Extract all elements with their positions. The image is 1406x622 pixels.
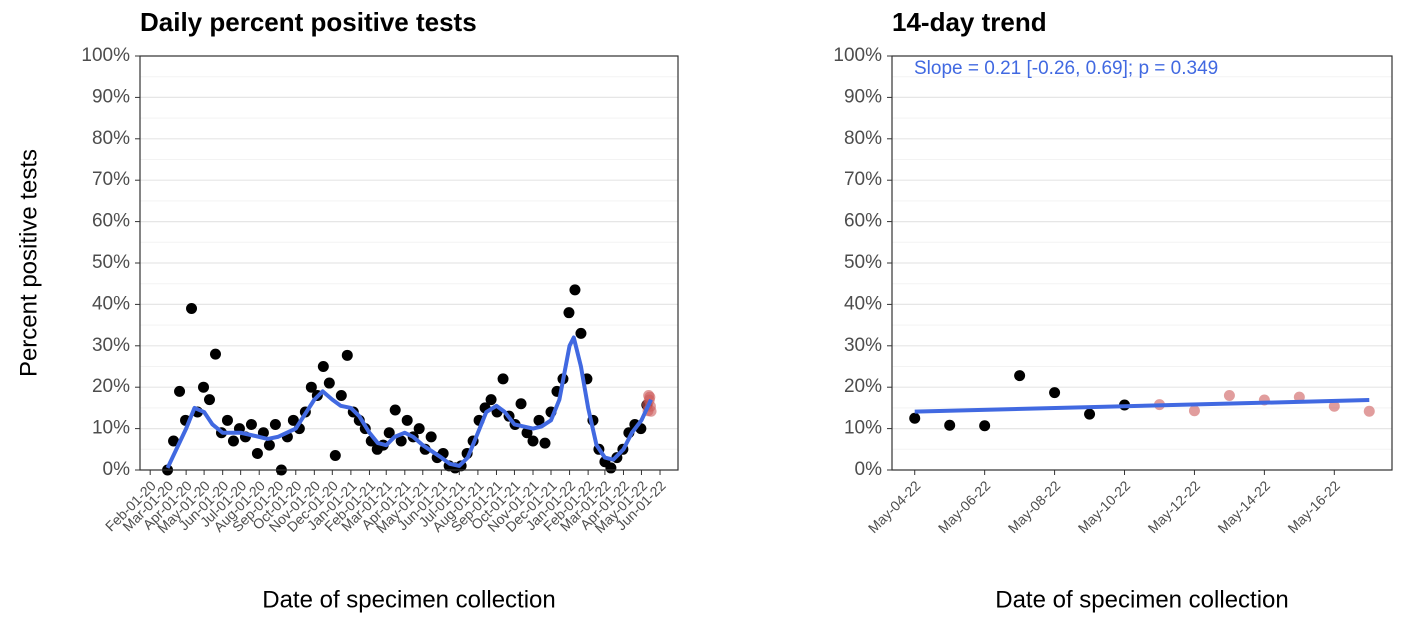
- point: [533, 414, 545, 426]
- point: [575, 327, 587, 339]
- point: [287, 414, 299, 426]
- point: [341, 349, 353, 361]
- point: [563, 307, 575, 319]
- trend-line: [914, 398, 1370, 414]
- y-tick-label: 60%: [92, 211, 130, 232]
- y-tick-label: 40%: [92, 293, 130, 314]
- panel-border: [891, 55, 1393, 471]
- y-tick-label: 50%: [92, 252, 130, 273]
- point: [485, 394, 497, 406]
- annotation: Slope = 0.21 [-0.26, 0.69]; p = 0.349: [914, 58, 1218, 79]
- y-tick-label: 100%: [81, 45, 130, 66]
- point: [569, 284, 581, 296]
- point: [263, 439, 275, 451]
- point: [305, 381, 317, 393]
- y-tick-label: 30%: [92, 335, 130, 356]
- point: [515, 398, 527, 410]
- y-tick-label: 20%: [844, 376, 882, 397]
- point: [395, 435, 407, 447]
- y-tick-label: 20%: [92, 376, 130, 397]
- y-tick-label: 10%: [92, 418, 130, 439]
- point: [221, 414, 233, 426]
- y-tick-label: 70%: [92, 169, 130, 190]
- y-tick-label: 90%: [844, 86, 882, 107]
- point: [317, 361, 329, 372]
- point: [1223, 389, 1235, 401]
- y-tick-label: 0%: [855, 459, 883, 480]
- point: [1014, 370, 1026, 382]
- point: [497, 373, 509, 385]
- y-tick-label: 60%: [844, 211, 882, 232]
- x-axis-title: Date of specimen collection: [262, 586, 555, 613]
- point: [909, 412, 921, 424]
- y-tick-label: 80%: [92, 128, 130, 149]
- point: [186, 303, 198, 315]
- y-tick-label: 40%: [844, 293, 882, 314]
- point: [1049, 387, 1061, 399]
- chart-title: 14-day trend: [892, 7, 1047, 37]
- panel-border: [139, 55, 679, 471]
- point: [605, 462, 617, 474]
- point: [174, 385, 186, 397]
- point: [1084, 408, 1096, 420]
- point: [401, 414, 413, 426]
- point: [245, 418, 257, 430]
- point: [1328, 400, 1340, 412]
- y-tick-label: 90%: [92, 86, 130, 107]
- trend-line: [165, 335, 653, 469]
- point: [1188, 405, 1200, 417]
- point: [329, 450, 341, 462]
- y-tick-label: 10%: [844, 418, 882, 439]
- point: [527, 435, 539, 447]
- point: [198, 381, 210, 393]
- point: [209, 348, 221, 360]
- point: [269, 418, 281, 430]
- point: [335, 389, 347, 401]
- point: [323, 377, 335, 389]
- point: [251, 447, 263, 459]
- y-tick-label: 30%: [844, 335, 882, 356]
- y-axis-title: Percent positive tests: [15, 149, 42, 377]
- point: [425, 431, 437, 443]
- point: [203, 394, 215, 406]
- x-axis-title: Date of specimen collection: [995, 586, 1288, 613]
- y-tick-label: 0%: [103, 459, 131, 480]
- point: [979, 420, 991, 432]
- point: [413, 423, 425, 435]
- point: [383, 427, 395, 439]
- y-tick-label: 80%: [844, 128, 882, 149]
- point: [168, 435, 180, 447]
- y-tick-label: 100%: [833, 45, 882, 66]
- point: [389, 404, 401, 416]
- point: [521, 427, 533, 439]
- chart-title: Daily percent positive tests: [140, 7, 477, 37]
- point: [944, 419, 956, 431]
- y-tick-label: 50%: [844, 252, 882, 273]
- y-tick-label: 70%: [844, 169, 882, 190]
- point: [227, 435, 239, 447]
- point: [1363, 405, 1375, 417]
- point: [644, 391, 656, 403]
- point: [539, 437, 551, 449]
